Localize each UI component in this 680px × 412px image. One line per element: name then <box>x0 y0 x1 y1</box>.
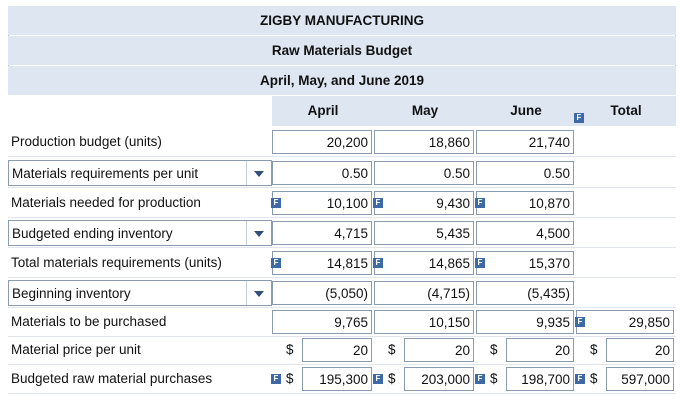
formula-icon: F <box>575 317 585 327</box>
currency-symbol: $ <box>590 342 598 357</box>
value-cell[interactable]: 0.50 <box>374 161 474 185</box>
value-cell[interactable]: 0.50 <box>272 161 372 185</box>
formula-icon: F <box>475 198 485 208</box>
company-name: ZIGBY MANUFACTURING <box>8 6 676 35</box>
row-label-text: Materials needed for production <box>11 195 201 210</box>
value-cell[interactable]: 195,300 <box>302 367 372 391</box>
row-label: Materials to be purchased <box>8 309 272 335</box>
currency-symbol: $ <box>388 371 396 386</box>
currency-symbol: $ <box>590 371 598 386</box>
row-label-text: Budgeted ending inventory <box>12 226 173 241</box>
chevron-down-icon[interactable] <box>246 221 271 245</box>
value-cell[interactable]: 203,000 <box>404 367 474 391</box>
value-cell[interactable]: 597,000 <box>606 367 674 391</box>
row-divider <box>8 393 676 394</box>
formula-icon: F <box>575 374 585 384</box>
row-divider <box>8 217 676 218</box>
formula-icon: F <box>574 113 584 123</box>
row-label-text: Beginning inventory <box>12 286 131 301</box>
currency-symbol: $ <box>490 342 498 357</box>
row-label-text: Material price per unit <box>11 342 141 357</box>
row-label: Material price per unit <box>8 337 272 363</box>
value-cell[interactable]: 10,100 <box>272 191 372 215</box>
value-cell[interactable]: 9,765 <box>272 310 372 334</box>
formula-icon: F <box>475 374 485 384</box>
row-label-select[interactable]: Materials requirements per unit <box>8 160 272 186</box>
value-cell[interactable]: 29,850 <box>576 310 674 334</box>
value-cell <box>576 281 674 305</box>
value-cell[interactable]: (4,715) <box>374 281 474 305</box>
value-cell[interactable]: 14,815 <box>272 251 372 275</box>
value-cell <box>576 221 674 245</box>
value-cell[interactable]: 20,200 <box>272 130 372 154</box>
value-cell <box>576 191 674 215</box>
chevron-down-icon[interactable] <box>246 161 271 185</box>
row-label: Total materials requirements (units) <box>8 250 272 276</box>
column-header-may: May <box>374 96 476 126</box>
formula-icon: F <box>373 258 383 268</box>
value-cell <box>576 251 674 275</box>
value-cell[interactable]: 10,870 <box>476 191 574 215</box>
value-cell[interactable]: 20 <box>506 338 574 362</box>
row-label-text: Materials requirements per unit <box>12 166 199 181</box>
formula-icon: F <box>373 374 383 384</box>
column-header-april: April <box>272 96 374 126</box>
value-cell[interactable]: 5,435 <box>374 221 474 245</box>
value-cell[interactable]: 18,860 <box>374 130 474 154</box>
row-label: Materials needed for production <box>8 190 272 216</box>
row-label-text: Materials to be purchased <box>11 314 167 329</box>
column-header-total: Total <box>576 96 676 126</box>
report-title: Raw Materials Budget <box>8 36 676 65</box>
value-cell[interactable]: 21,740 <box>476 130 574 154</box>
column-header-june: June <box>476 96 576 126</box>
currency-symbol: $ <box>286 342 294 357</box>
value-cell <box>576 130 674 154</box>
value-cell[interactable]: 9,430 <box>374 191 474 215</box>
row-label: Budgeted raw material purchases <box>8 366 272 392</box>
formula-icon: F <box>475 258 485 268</box>
currency-symbol: $ <box>286 371 294 386</box>
chevron-down-icon[interactable] <box>246 281 271 305</box>
value-cell[interactable]: (5,435) <box>476 281 574 305</box>
value-cell[interactable]: 4,500 <box>476 221 574 245</box>
row-divider <box>8 364 676 365</box>
value-cell[interactable]: 0.50 <box>476 161 574 185</box>
value-cell[interactable]: 20 <box>404 338 474 362</box>
row-divider <box>8 247 676 248</box>
value-cell[interactable]: 4,715 <box>272 221 372 245</box>
row-label: Production budget (units) <box>8 129 272 155</box>
value-cell[interactable]: 14,865 <box>374 251 474 275</box>
row-divider <box>8 187 676 188</box>
value-cell <box>576 161 674 185</box>
formula-icon: F <box>373 198 383 208</box>
row-divider <box>8 156 676 157</box>
row-label-text: Total materials requirements (units) <box>11 255 222 270</box>
currency-symbol: $ <box>490 371 498 386</box>
value-cell[interactable]: 20 <box>606 338 674 362</box>
row-divider <box>8 277 676 278</box>
value-cell[interactable]: (5,050) <box>272 281 372 305</box>
formula-icon: F <box>271 198 281 208</box>
value-cell[interactable]: 9,935 <box>476 310 574 334</box>
currency-symbol: $ <box>388 342 396 357</box>
report-period: April, May, and June 2019 <box>8 66 676 95</box>
value-cell[interactable]: 10,150 <box>374 310 474 334</box>
row-divider <box>8 336 676 337</box>
value-cell[interactable]: 20 <box>302 338 372 362</box>
row-label-select[interactable]: Budgeted ending inventory <box>8 220 272 246</box>
formula-icon: F <box>271 258 281 268</box>
row-label-text: Budgeted raw material purchases <box>11 371 213 386</box>
row-divider <box>8 307 676 308</box>
value-cell[interactable]: 15,370 <box>476 251 574 275</box>
row-label-text: Production budget (units) <box>11 134 162 149</box>
value-cell[interactable]: 198,700 <box>506 367 574 391</box>
formula-icon: F <box>271 374 281 384</box>
row-label-select[interactable]: Beginning inventory <box>8 280 272 306</box>
